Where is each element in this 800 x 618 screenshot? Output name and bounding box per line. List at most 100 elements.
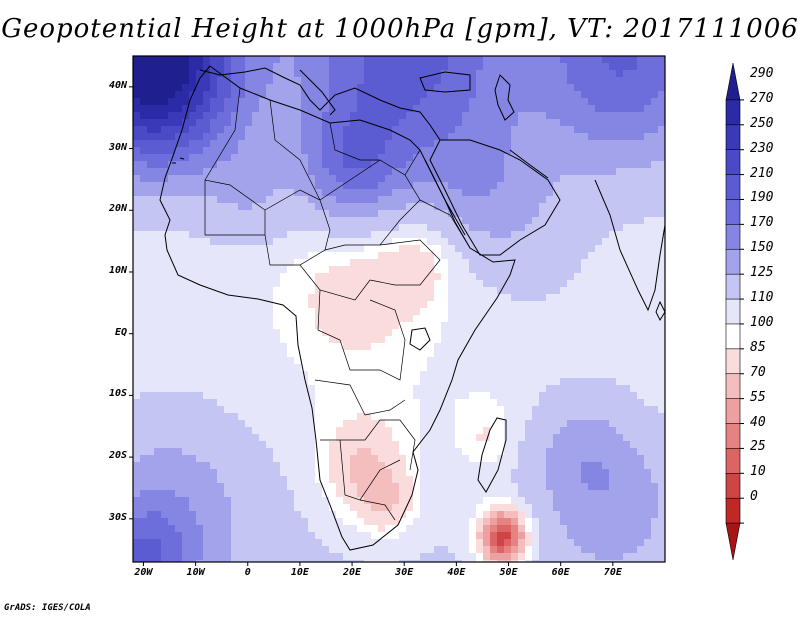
field-cell — [567, 427, 575, 435]
field-cell — [497, 371, 505, 379]
field-cell — [364, 63, 372, 71]
field-cell — [399, 343, 407, 351]
field-cell — [637, 161, 645, 169]
field-cell — [266, 77, 274, 85]
field-cell — [476, 175, 484, 183]
field-cell — [623, 483, 631, 491]
field-cell — [413, 245, 421, 253]
field-cell — [623, 280, 631, 288]
field-cell — [315, 336, 323, 344]
field-cell — [350, 364, 358, 372]
field-cell — [644, 182, 652, 190]
field-cell — [637, 469, 645, 477]
field-cell — [448, 147, 456, 155]
field-cell — [175, 448, 183, 456]
field-cell — [238, 343, 246, 351]
field-cell — [574, 56, 582, 64]
field-cell — [553, 203, 561, 211]
field-cell — [462, 84, 470, 92]
field-cell — [525, 252, 533, 260]
field-cell — [217, 56, 225, 64]
field-cell — [567, 336, 575, 344]
field-cell — [210, 154, 218, 162]
field-cell — [301, 476, 309, 484]
field-cell — [399, 399, 407, 407]
field-cell — [308, 189, 316, 197]
field-cell — [147, 399, 155, 407]
field-cell — [434, 413, 442, 421]
field-cell — [413, 77, 421, 85]
field-cell — [371, 182, 379, 190]
field-cell — [595, 231, 603, 239]
field-cell — [462, 287, 470, 295]
field-cell — [217, 399, 225, 407]
field-cell — [574, 504, 582, 512]
field-cell — [497, 175, 505, 183]
field-cell — [427, 182, 435, 190]
field-cell — [399, 434, 407, 442]
field-cell — [217, 140, 225, 148]
field-cell — [336, 210, 344, 218]
field-cell — [287, 287, 295, 295]
field-cell — [637, 301, 645, 309]
field-cell — [539, 413, 547, 421]
field-cell — [651, 392, 659, 400]
field-cell — [357, 315, 365, 323]
field-cell — [637, 490, 645, 498]
field-cell — [308, 266, 316, 274]
field-cell — [252, 504, 260, 512]
field-cell — [329, 231, 337, 239]
field-cell — [231, 399, 239, 407]
field-cell — [336, 196, 344, 204]
field-cell — [329, 497, 337, 505]
field-cell — [511, 504, 519, 512]
field-cell — [420, 350, 428, 358]
field-cell — [588, 140, 596, 148]
field-cell — [252, 357, 260, 365]
field-cell — [329, 196, 337, 204]
field-cell — [651, 420, 659, 428]
field-cell — [413, 266, 421, 274]
field-cell — [553, 112, 561, 120]
field-cell — [147, 392, 155, 400]
field-cell — [378, 294, 386, 302]
field-cell — [259, 385, 267, 393]
field-cell — [231, 504, 239, 512]
field-cell — [266, 154, 274, 162]
field-cell — [420, 385, 428, 393]
field-cell — [343, 462, 351, 470]
field-cell — [658, 273, 666, 281]
field-cell — [371, 252, 379, 260]
field-cell — [497, 462, 505, 470]
field-cell — [280, 147, 288, 155]
field-cell — [427, 119, 435, 127]
field-cell — [420, 196, 428, 204]
field-cell — [623, 287, 631, 295]
field-cell — [644, 301, 652, 309]
field-cell — [133, 189, 141, 197]
field-cell — [364, 294, 372, 302]
field-cell — [616, 161, 624, 169]
field-cell — [476, 56, 484, 64]
field-cell — [399, 294, 407, 302]
field-cell — [504, 399, 512, 407]
field-cell — [406, 70, 414, 78]
field-cell — [441, 252, 449, 260]
field-cell — [497, 399, 505, 407]
field-cell — [658, 287, 666, 295]
field-cell — [595, 413, 603, 421]
field-cell — [483, 308, 491, 316]
field-cell — [378, 483, 386, 491]
field-cell — [525, 273, 533, 281]
field-cell — [133, 322, 141, 330]
field-cell — [168, 133, 176, 141]
field-cell — [483, 350, 491, 358]
field-cell — [532, 490, 540, 498]
field-cell — [483, 462, 491, 470]
field-cell — [553, 154, 561, 162]
field-cell — [469, 378, 477, 386]
field-cell — [420, 77, 428, 85]
field-cell — [329, 63, 337, 71]
field-cell — [217, 280, 225, 288]
field-cell — [315, 511, 323, 519]
